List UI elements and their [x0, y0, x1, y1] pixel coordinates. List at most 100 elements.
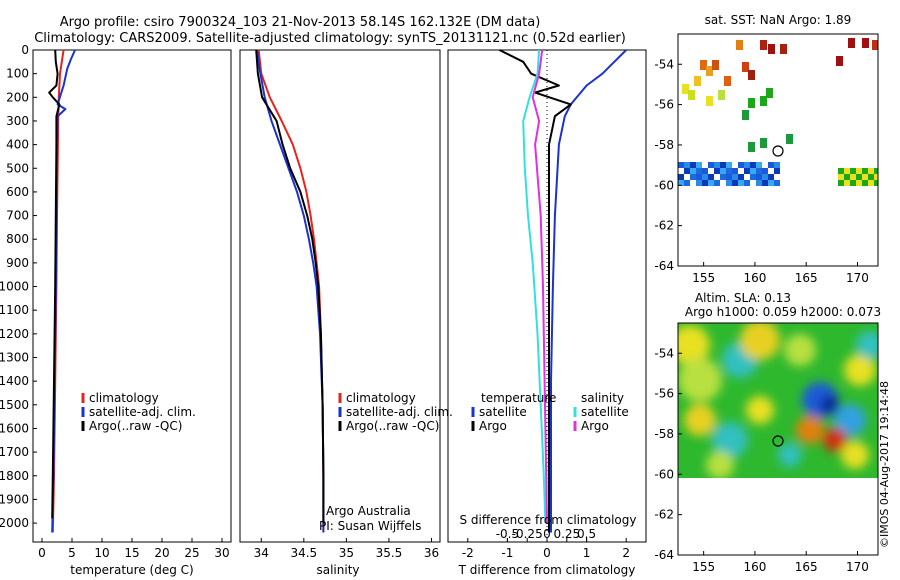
sst-cell [780, 44, 787, 54]
sst-cell [856, 174, 862, 180]
difference-salinity-x-tick-label: -0.5 [496, 527, 519, 541]
sla-blob [678, 325, 710, 365]
sla-map-y-tick-label: -62 [654, 508, 674, 522]
difference-salinity-x-tick-label: 0.25 [553, 527, 580, 541]
temperature-panel: 0100200300400500600700800900100011001200… [0, 43, 232, 577]
sst-map-x-tick-label: 165 [795, 271, 818, 285]
sst-cell [700, 60, 707, 70]
sst-cell [868, 168, 874, 174]
sst-cell [736, 40, 743, 50]
difference-salinity-x-tick-label: -0.25 [512, 527, 543, 541]
sst-cell [678, 180, 684, 186]
sst-cell [838, 168, 844, 174]
temperature-y-tick-label: 2000 [0, 516, 29, 530]
sst-cell [712, 60, 719, 70]
sst-cell [750, 162, 756, 168]
difference-series-temperature-argo [499, 49, 572, 533]
sst-map-y-tick-label: -64 [654, 259, 674, 273]
difference-x-ticks: -2 -1 0 1 2 -0.5-0.25 0 0.250.5 [462, 527, 630, 560]
temperature-x-tick-label: 25 [184, 546, 199, 560]
salinity-x-tick-label: 34.5 [290, 546, 317, 560]
salinity-legend-label: satellite-adj. clim. [346, 405, 453, 419]
sst-cell [684, 168, 690, 174]
sst-map-x-tick-label: 155 [692, 271, 715, 285]
sst-map-title: sat. SST: NaN Argo: 1.89 [705, 13, 852, 27]
sst-cell [682, 84, 689, 94]
salinity-series-argo-raw-qc- [255, 49, 325, 524]
salinity-legend-label: Argo(..raw -QC) [346, 419, 439, 433]
sst-cell [756, 174, 762, 180]
sst-cell [744, 168, 750, 174]
header-line2: Climatology: CARS2009. Satellite-adjuste… [34, 31, 626, 46]
sst-cell [756, 162, 762, 168]
difference-x-tick-label: -1 [501, 546, 513, 560]
difference-series-salinity-satellite [522, 49, 547, 524]
sst-cell [748, 98, 755, 108]
sst-cell [762, 168, 768, 174]
sst-cell [862, 168, 868, 174]
salinity-annotation-1: Argo Australia [326, 504, 411, 518]
temperature-y-tick-label: 100 [6, 67, 29, 81]
sst-cell [696, 174, 702, 180]
sla-map-x-tick-label: 155 [692, 560, 715, 574]
sst-cell [732, 168, 738, 174]
sla-field [678, 323, 878, 478]
sst-cell [708, 174, 714, 180]
temperature-y-tick-label: 200 [6, 90, 29, 104]
difference-legend: temperature salinitysatelliteArgosatellit… [471, 391, 629, 433]
temperature-y-tick-label: 1700 [0, 445, 29, 459]
salinity-x-tick-label: 36 [424, 546, 439, 560]
difference-series [499, 49, 627, 533]
salinity-series-climatology [257, 49, 325, 533]
sst-argo-marker [772, 145, 784, 157]
sla-map-y-tick-label: -54 [654, 346, 674, 360]
difference-x-tick-label: 1 [583, 546, 591, 560]
sst-cell [708, 180, 714, 186]
sst-cell [744, 180, 750, 186]
temperature-y-tick-label: 400 [6, 138, 29, 152]
sst-cell [742, 62, 749, 72]
sst-cell [768, 180, 774, 186]
difference-legend-title-salinity: salinity [581, 391, 624, 405]
sst-cell [862, 174, 868, 180]
sst-cell [872, 40, 878, 50]
difference-legend-title-temperature: temperature [481, 391, 556, 405]
sst-cell [696, 168, 702, 174]
sst-cell [714, 168, 720, 174]
temperature-series-argo-raw-qc- [48, 49, 61, 519]
sst-cell [694, 76, 701, 86]
salinity-x-label: salinity [316, 563, 359, 577]
sst-cell [702, 174, 708, 180]
sst-cell [690, 162, 696, 168]
sst-cell [762, 180, 768, 186]
difference-salinity-legend-label: satellite [581, 405, 629, 419]
sla-map-y-tick-label: -58 [654, 427, 674, 441]
sst-cell [786, 134, 793, 144]
difference-salinity-x-tick-label: 0.5 [577, 527, 596, 541]
sst-cell [760, 138, 767, 148]
sst-cell [856, 168, 862, 174]
sst-cell [756, 180, 762, 186]
temperature-legend-label: Argo(..raw -QC) [89, 419, 182, 433]
salinity-annotation-2: PI: Susan Wijffels [319, 519, 421, 533]
sst-cell [732, 174, 738, 180]
sla-map-panel: Altim. SLA: 0.13 Argo h1000: 0.059 h2000… [654, 291, 881, 574]
difference-x-label: T difference from climatology [458, 563, 636, 577]
sla-map-frame [677, 322, 879, 556]
sst-cell [838, 180, 844, 186]
sst-cell [678, 174, 684, 180]
sst-cell [750, 168, 756, 174]
sst-cell [724, 76, 731, 86]
sst-cell [738, 174, 744, 180]
sst-cell [874, 180, 878, 186]
salinity-x-tick-label: 35 [339, 546, 354, 560]
difference-temperature-legend-label: satellite [479, 405, 527, 419]
sst-map-ticks: 155 160 165 170 -54 -56 -58 -60 -62 -64 [654, 57, 869, 285]
sst-map-y-tick-label: -60 [654, 178, 674, 192]
difference-x-label-top: S difference from climatology [460, 513, 637, 527]
sla-argo-marker [772, 435, 784, 447]
sst-cell [850, 180, 856, 186]
sst-cell [708, 162, 714, 168]
header-line1: Argo profile: csiro 7900324_103 21-Nov-2… [60, 15, 541, 30]
